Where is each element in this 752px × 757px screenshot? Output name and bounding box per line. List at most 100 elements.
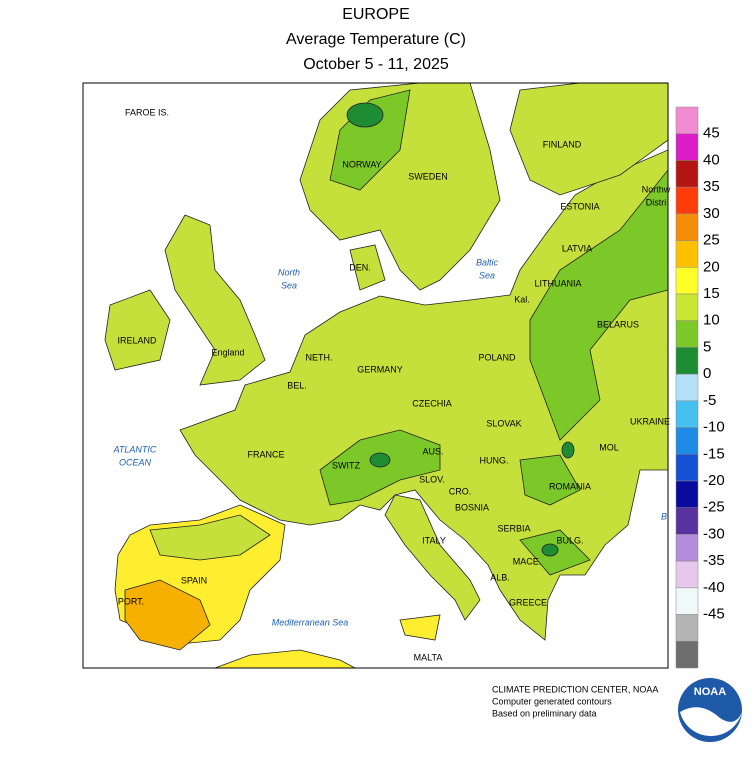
- subtitle: Average Temperature (C): [286, 31, 466, 48]
- color-swatch: [675, 106, 699, 134]
- color-swatch: [675, 186, 699, 215]
- color-tick-label: 5: [703, 338, 711, 355]
- map-frame: [82, 82, 669, 669]
- color-swatch: [675, 320, 699, 348]
- map-label: ALB.: [490, 572, 510, 582]
- map-label: Sea: [281, 280, 297, 290]
- color-tick-label: 25: [703, 232, 720, 249]
- color-tick-label: 45: [703, 125, 720, 142]
- color-swatch: [675, 560, 699, 589]
- map-label: MOL: [599, 442, 619, 452]
- land: [349, 244, 386, 291]
- color-swatch: [675, 454, 699, 482]
- color-swatch: [675, 614, 699, 642]
- map-label: BEL.: [287, 380, 307, 390]
- credit: Computer generated contours: [492, 696, 612, 706]
- color-tick-label: 0: [703, 365, 711, 382]
- map-label: Northw: [642, 184, 671, 194]
- color-tick-label: -10: [703, 419, 725, 436]
- map-label: MALTA: [414, 652, 443, 662]
- cool-zone: [561, 441, 575, 459]
- map-label: LITHUANIA: [534, 278, 581, 288]
- map-label: ITALY: [422, 535, 446, 545]
- map-label: HUNG.: [480, 455, 509, 465]
- color-tick-label: 10: [703, 312, 720, 329]
- color-tick-label: -20: [703, 472, 725, 489]
- color-swatch: [675, 534, 699, 562]
- map-label: POLAND: [478, 352, 516, 362]
- map-label: MACE.: [513, 556, 542, 566]
- land: [164, 214, 266, 386]
- cool-zone: [541, 543, 559, 557]
- map-label: SLOVAK: [486, 418, 521, 428]
- map-label: CRO.: [449, 486, 472, 496]
- color-tick-label: -30: [703, 525, 725, 542]
- color-tick-label: 40: [703, 151, 720, 168]
- map-label: OCEAN: [119, 457, 152, 467]
- land: [149, 514, 271, 561]
- color-swatch: [675, 267, 699, 295]
- land: [179, 149, 668, 641]
- warm-zone: [519, 454, 581, 506]
- color-tick-label: -15: [703, 445, 725, 462]
- map-label: BELARUS: [597, 319, 639, 329]
- map-label: DEN.: [349, 262, 371, 272]
- cool-zone: [369, 452, 391, 468]
- color-tick-label: -45: [703, 606, 725, 623]
- warm-zone: [319, 429, 441, 506]
- credit: Based on preliminary data: [492, 708, 597, 718]
- color-swatch: [675, 293, 699, 321]
- period: October 5 - 11, 2025: [303, 56, 449, 73]
- logo-text: NOAA: [694, 686, 726, 698]
- land: [104, 289, 171, 371]
- map-label: Mediterranean Sea: [272, 617, 349, 627]
- map-label: FAROE IS.: [125, 107, 169, 117]
- map-label: FINLAND: [543, 139, 582, 149]
- color-tick-label: -5: [703, 392, 716, 409]
- cool-zone: [346, 102, 384, 128]
- map-label: PORT.: [118, 596, 144, 606]
- land: [124, 579, 211, 651]
- map-label: England: [211, 347, 244, 357]
- color-swatch: [675, 213, 699, 241]
- map-label: GREECE: [509, 597, 547, 607]
- land: [509, 83, 668, 196]
- land: [214, 649, 356, 668]
- map-label: LATVIA: [562, 243, 592, 253]
- map-label: FRANCE: [247, 449, 284, 459]
- map-label: ESTONIA: [560, 201, 599, 211]
- color-swatch: [675, 347, 699, 375]
- map-label: ATLANTIC: [113, 444, 157, 454]
- color-tick-label: 30: [703, 205, 720, 222]
- color-swatch: [675, 641, 699, 669]
- color-swatch: [675, 160, 699, 188]
- land: [384, 494, 481, 621]
- color-tick-label: 35: [703, 178, 720, 195]
- map-label: Distri: [646, 197, 667, 207]
- map-label: UKRAINE: [630, 416, 670, 426]
- map-label: SWITZ: [332, 460, 360, 470]
- color-tick-label: -35: [703, 552, 725, 569]
- map-label: SWEDEN: [408, 171, 448, 181]
- map-label: B: [661, 511, 667, 521]
- color-tick-label: -40: [703, 579, 725, 596]
- map-label: GERMANY: [357, 364, 403, 374]
- color-tick-label: 15: [703, 285, 720, 302]
- map: FAROE IS. NORWAY SWEDEN FINLAND ESTONIA North…: [82, 82, 671, 669]
- map-label: SERBIA: [497, 523, 530, 533]
- map-label: SPAIN: [181, 575, 207, 585]
- map-label: NETH.: [306, 352, 333, 362]
- map-label: North: [278, 267, 300, 277]
- map-label: IRELAND: [117, 335, 157, 345]
- map-label: Kal.: [514, 294, 530, 304]
- color-swatch: [675, 587, 699, 615]
- color-bar: 45 40 35 30 25 20 15 10 5 0 -5 -10 -15 -20 -25 -30 -35 -4…: [675, 106, 725, 669]
- map-label: CZECHIA: [412, 398, 452, 408]
- map-label: Baltic: [476, 257, 499, 267]
- color-swatch: [675, 480, 699, 508]
- map-label: BULG.: [556, 535, 583, 545]
- color-swatch: [675, 240, 699, 268]
- warm-zone: [529, 169, 668, 441]
- color-swatch: [675, 427, 699, 455]
